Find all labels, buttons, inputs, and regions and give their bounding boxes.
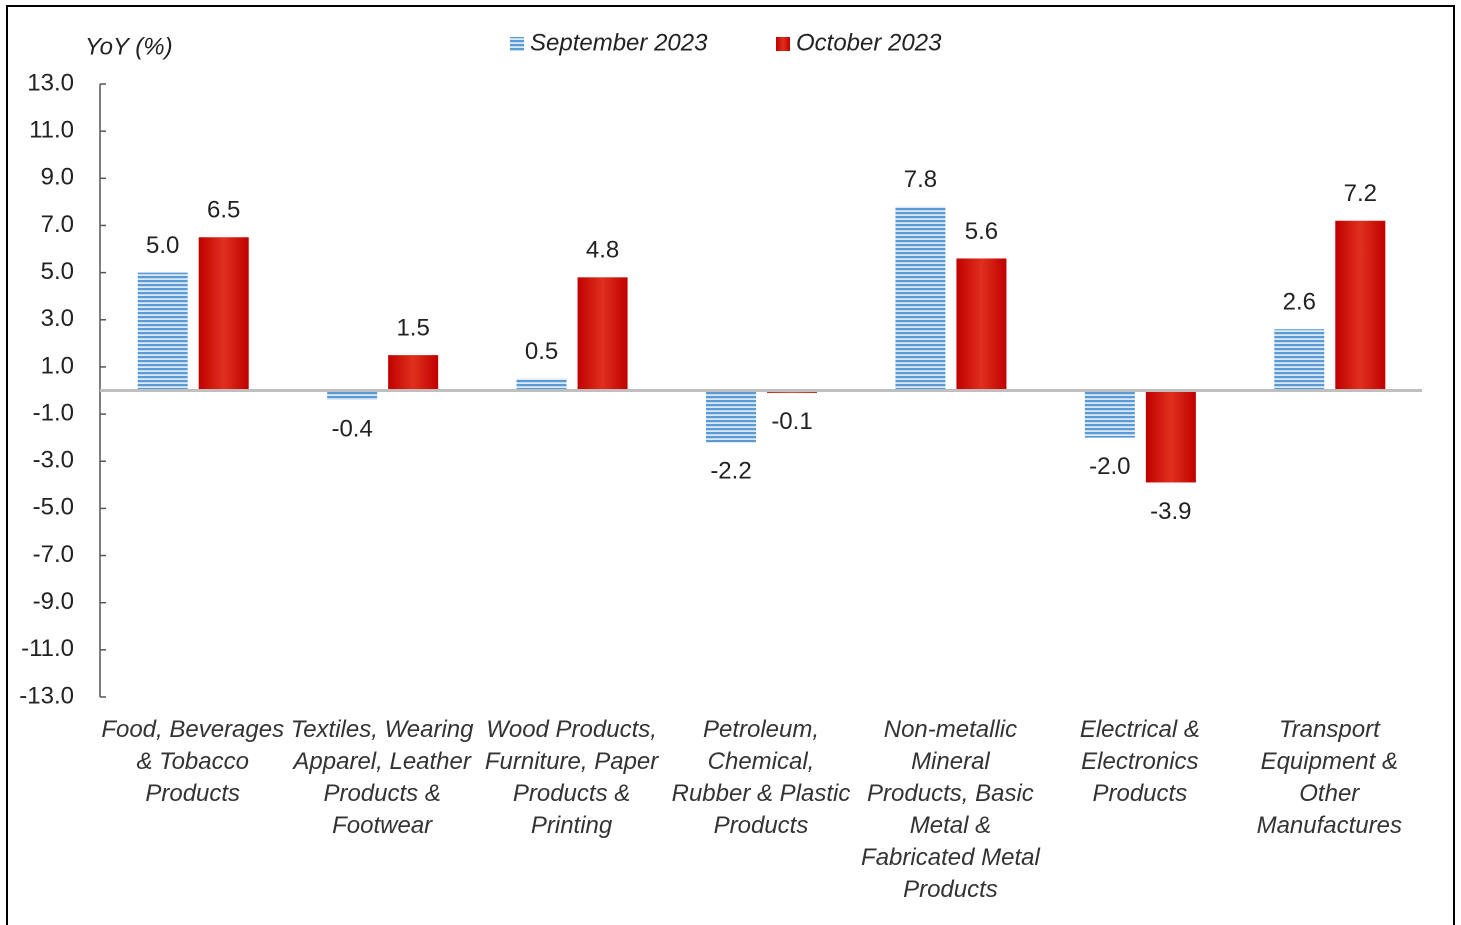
bar: [388, 355, 439, 391]
bar: [577, 277, 628, 391]
y-tick-label: 3.0: [41, 305, 74, 332]
bar: [1335, 220, 1386, 391]
data-label: -2.2: [710, 458, 751, 485]
x-tick-label: Transport Equipment & Other Manufactures: [1256, 716, 1402, 839]
x-tick-label: Wood Products, Furniture, Paper Products…: [484, 716, 659, 839]
y-tick-label: -11.0: [21, 635, 74, 662]
data-label: 7.8: [904, 166, 937, 193]
y-tick-label: 5.0: [41, 258, 74, 285]
legend-label: September 2023: [530, 29, 708, 56]
data-label: -0.4: [331, 415, 372, 442]
data-label: 5.6: [965, 218, 998, 245]
legend-label: October 2023: [796, 29, 942, 56]
bar: [956, 258, 1007, 391]
y-tick-label: -13.0: [19, 682, 74, 709]
y-tick-label: 9.0: [41, 164, 74, 191]
y-tick-label: -1.0: [33, 399, 74, 426]
legend-swatch: [510, 37, 524, 51]
frame: [6, 5, 1455, 925]
data-label: 1.5: [396, 314, 429, 341]
y-tick-label: -7.0: [33, 541, 74, 568]
data-label: 2.6: [1283, 289, 1316, 316]
y-tick-label: -3.0: [33, 447, 74, 474]
y-tick-label: 7.0: [41, 211, 74, 238]
y-tick-label: -5.0: [33, 494, 74, 521]
bar: [1084, 390, 1135, 438]
y-tick-label: -9.0: [33, 588, 74, 615]
data-label: 7.2: [1344, 180, 1377, 207]
data-label: 5.0: [146, 232, 179, 259]
x-tick-label: Electrical & Electronics Products: [1079, 716, 1200, 807]
data-label: -2.0: [1089, 453, 1130, 480]
x-tick-label: Textiles, Wearing Apparel, Leather Produ…: [290, 716, 474, 839]
data-label: 4.8: [586, 237, 619, 264]
y-tick-label: 1.0: [41, 352, 74, 379]
y-axis-label: YoY (%): [85, 33, 173, 60]
y-tick-label: 13.0: [27, 69, 74, 96]
x-tick-label: Food, Beverages & Tobacco Products: [101, 716, 285, 807]
x-tick-label: Petroleum, Chemical, Rubber & Plastic Pr…: [671, 716, 851, 839]
y-tick-label: 11.0: [29, 116, 74, 143]
data-label: 0.5: [525, 338, 558, 365]
bar: [895, 206, 946, 391]
bar: [1274, 329, 1325, 391]
data-label: -3.9: [1150, 498, 1191, 525]
bar: [137, 272, 188, 391]
x-tick-label: Non-metallic Mineral Products, Basic Met…: [861, 716, 1040, 903]
bar: [516, 378, 567, 391]
bar: [327, 390, 378, 400]
data-label: 6.5: [207, 197, 240, 224]
legend-swatch: [776, 37, 790, 51]
bar: [198, 237, 249, 391]
bar: [1145, 390, 1196, 483]
data-label: -0.1: [771, 408, 812, 435]
bar: [706, 390, 756, 443]
